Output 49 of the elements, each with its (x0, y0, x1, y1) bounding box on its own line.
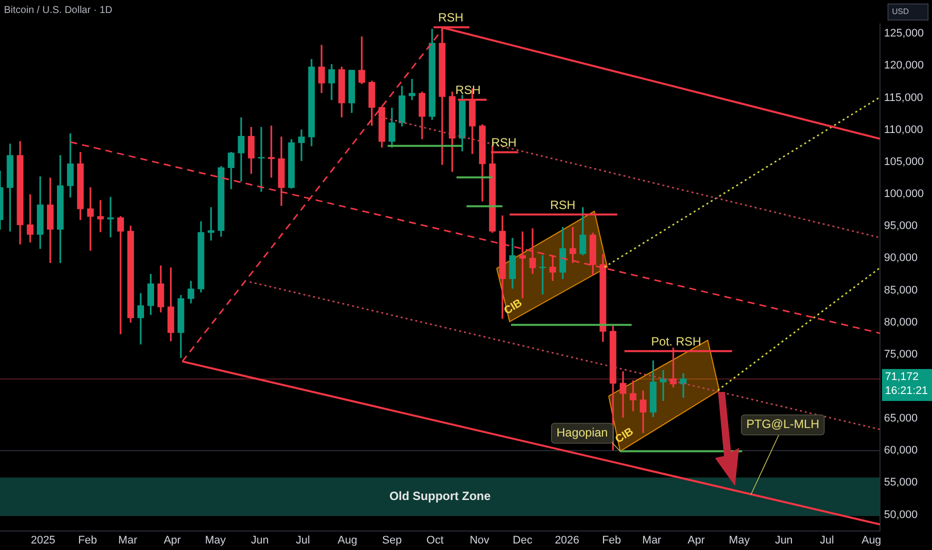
x-tick-label: Sep (382, 534, 402, 546)
y-tick-label: 125,000 (884, 28, 924, 40)
y-tick-label: 120,000 (884, 60, 924, 72)
y-tick-label: 80,000 (884, 316, 918, 328)
y-tick-label: 55,000 (884, 476, 918, 489)
annotation: Pot. RSH (651, 334, 702, 348)
text: 16:21:21 (885, 384, 928, 397)
x-tick-label: Dec (512, 534, 533, 546)
y-tick-label: 95,000 (884, 220, 918, 232)
annotation: RSH (438, 10, 464, 25)
y-tick-label: 75,000 (884, 348, 918, 360)
x-tick-label: Mar (642, 534, 662, 546)
x-tick-label: Jun (250, 534, 269, 546)
x-tick-label: Apr (688, 534, 706, 546)
y-tick-label: 100,000 (884, 188, 924, 200)
y-tick-label: 115,000 (884, 92, 923, 104)
y-tick-label: 105,000 (884, 156, 924, 168)
annotation: RSH (550, 198, 576, 212)
x-tick-label: Feb (602, 534, 622, 546)
x-tick-label: Aug (862, 534, 882, 546)
annotation: PTG@L-MLH (746, 417, 820, 432)
x-tick-label: Nov (470, 534, 490, 546)
y-tick-label: 90,000 (884, 252, 918, 264)
y-tick-label: 65,000 (884, 412, 918, 425)
text: USD (892, 7, 910, 16)
x-tick-label: Aug (338, 534, 358, 546)
ref-line-label: 71,172 (885, 370, 919, 383)
band-label: Old Support Zone (389, 489, 491, 504)
annotation: CIB (502, 296, 524, 318)
y-tick-label: 110,000 (884, 124, 923, 136)
annotation: RSH (455, 83, 481, 98)
y-tick-label: 85,000 (884, 284, 918, 296)
x-tick-label: May (728, 534, 750, 546)
x-tick-label: Mar (118, 534, 138, 546)
chart-title: Bitcoin / U.S. Dollar · 1D (4, 4, 112, 16)
annotation: RSH (491, 136, 517, 150)
x-tick-label: Oct (426, 534, 444, 546)
x-tick-label: Jul (296, 534, 310, 546)
annotation: Hagopian (556, 426, 608, 440)
x-tick-label: 2025 (30, 534, 56, 546)
y-tick-label: 60,000 (884, 444, 918, 457)
x-tick-label: Feb (78, 534, 98, 546)
x-tick-label: May (204, 534, 226, 546)
x-tick-label: Jun (774, 534, 793, 546)
x-tick-label: Jul (820, 534, 834, 546)
x-tick-label: Apr (164, 534, 182, 546)
annotation: CIB (613, 426, 636, 446)
y-tick-label: 50,000 (884, 508, 918, 521)
x-tick-label: 2026 (554, 534, 580, 546)
